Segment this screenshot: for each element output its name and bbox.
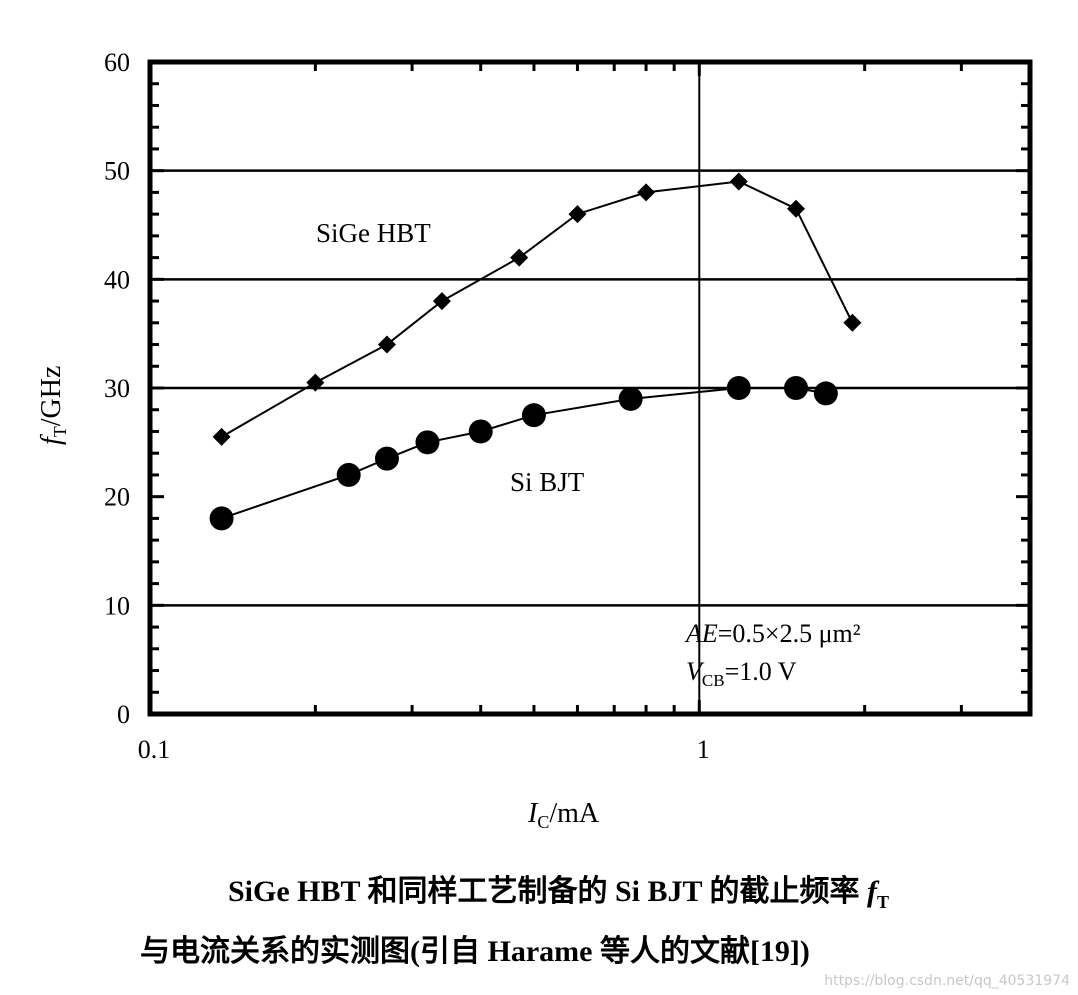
- y-tick-label: 60: [104, 48, 130, 77]
- data-point-si-bjt: [374, 446, 399, 471]
- data-point-sige-hbt: [432, 292, 451, 311]
- y-tick-label: 10: [104, 591, 130, 620]
- data-point-si-bjt: [415, 430, 440, 455]
- data-point-si-bjt: [209, 506, 234, 531]
- caption-line-2: 与电流关系的实测图(引自 Harame 等人的文献[19]): [140, 935, 810, 968]
- series-line-si-bjt: [221, 387, 827, 520]
- data-point-si-bjt: [521, 403, 546, 428]
- data-point-si-bjt: [618, 386, 643, 411]
- y-tick-label: 20: [104, 483, 130, 512]
- plot-frame: [147, 59, 1033, 717]
- y-tick-labels: 0 10 20 30 40 50 60: [104, 48, 130, 729]
- data-point-sige-hbt: [510, 248, 529, 267]
- annotation-vcb: VCB=1.0 V: [686, 657, 797, 690]
- data-point-si-bjt: [813, 381, 838, 406]
- x-tick-label: 0.1: [138, 735, 171, 764]
- y-axis-title: fT/GHz: [36, 366, 70, 445]
- x-axis-title: IC/mA: [527, 798, 600, 832]
- y-tick-label: 50: [104, 157, 130, 186]
- series-line-sige-hbt: [221, 180, 854, 438]
- x-tick-label: 1: [697, 735, 710, 764]
- data-point-si-bjt: [784, 376, 809, 400]
- y-tick-label: 0: [117, 700, 130, 729]
- series-layer: [209, 172, 862, 531]
- annotation-area: AE=0.5×2.5 μm²: [684, 619, 861, 648]
- y-tick-label: 30: [104, 374, 130, 403]
- y-tick-label: 40: [104, 265, 130, 294]
- series-label-sige-hbt: SiGe HBT: [316, 218, 431, 248]
- caption-line-1: SiGe HBT 和同样工艺制备的 Si BJT 的截止频率 fT: [228, 875, 889, 912]
- series-label-si-bjt: Si BJT: [510, 467, 585, 497]
- data-point-sige-hbt: [787, 199, 806, 218]
- data-point-sige-hbt: [377, 335, 396, 354]
- watermark: https://blog.csdn.net/qq_40531974: [824, 973, 1070, 989]
- data-point-sige-hbt: [212, 427, 231, 446]
- data-point-si-bjt: [468, 419, 493, 444]
- data-point-si-bjt: [726, 376, 751, 400]
- data-point-sige-hbt: [637, 183, 656, 202]
- gridlines: [150, 62, 1030, 714]
- data-point-si-bjt: [336, 462, 361, 487]
- data-point-sige-hbt: [306, 373, 325, 392]
- data-point-sige-hbt: [843, 313, 862, 332]
- x-tick-labels: 0.1 1: [138, 735, 710, 764]
- data-point-sige-hbt: [568, 205, 587, 224]
- data-point-sige-hbt: [729, 172, 748, 191]
